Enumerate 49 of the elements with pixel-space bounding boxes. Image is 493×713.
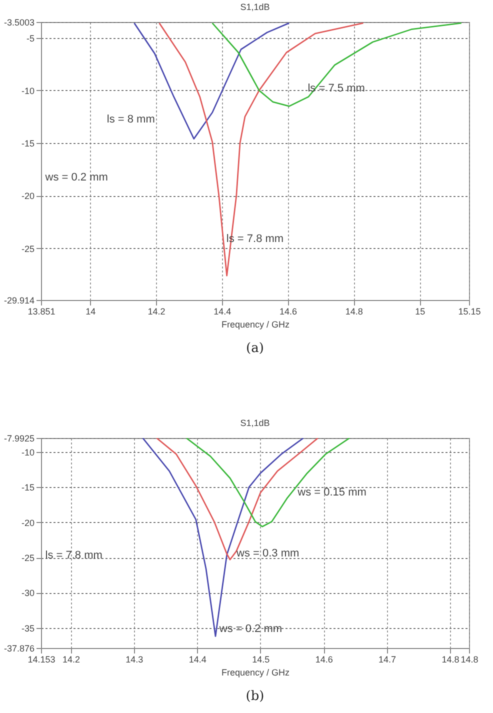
- y-tick-label: -25: [21, 553, 34, 564]
- y-tick-label: -30: [21, 588, 34, 598]
- y-tick-label: -7.9925: [4, 434, 34, 444]
- line-series: [212, 22, 462, 107]
- x-tick-label: 14.8: [442, 654, 460, 664]
- x-tick-label: 15: [415, 306, 426, 316]
- x-tick-label: 14.6: [280, 306, 298, 316]
- annotation: ls = 7.8 mm: [45, 550, 102, 562]
- chart-title: S1,1dB: [240, 418, 270, 428]
- line-series: [186, 438, 350, 528]
- x-tick-label: 14.4: [188, 654, 206, 664]
- y-tick-label: -5: [26, 33, 34, 44]
- y-tick-label: -10: [21, 448, 34, 458]
- y-tick-label: -15: [21, 138, 34, 149]
- x-tick-label: 14: [86, 306, 96, 316]
- x-tick-label: 14.3: [126, 654, 144, 664]
- chart-title: S1,1dB: [240, 2, 270, 12]
- x-tick-label: 14.4: [214, 306, 232, 316]
- x-tick-label: 14.6: [315, 654, 333, 664]
- y-tick-label: -25: [21, 244, 34, 254]
- annotation: ws = 0.2 mm: [218, 623, 282, 636]
- x-tick-label: 15.15: [458, 306, 481, 316]
- x-tick-label: 14.8: [345, 306, 363, 316]
- text: (b): [246, 689, 264, 704]
- line-series: [156, 438, 319, 560]
- x-tick-label: 14.7: [378, 654, 396, 664]
- x-axis-title: Frequency / GHz: [221, 320, 290, 330]
- text: (a): [246, 341, 264, 356]
- x-tick-label: 14.2: [62, 654, 80, 664]
- line-series: [158, 22, 364, 276]
- x-axis-title: Frequency / GHz: [221, 668, 290, 678]
- x-tick-label: 13.851: [28, 306, 56, 316]
- y-tick-label: -3.5003: [4, 18, 34, 28]
- annotation: ws = 0.3 mm: [236, 548, 300, 560]
- annotation: ws = 0.2 mm: [44, 172, 108, 184]
- annotation: ls = 8 mm: [106, 113, 155, 126]
- y-tick-label: -10: [21, 86, 34, 96]
- y-tick-label: -29.914: [4, 296, 34, 306]
- x-tick-label: 14.8: [460, 654, 478, 664]
- y-tick-label: -35: [21, 623, 34, 634]
- y-tick-label: -15: [21, 482, 34, 493]
- y-tick-label: -37.876: [4, 644, 34, 654]
- line-series: [134, 22, 290, 140]
- x-tick-label: 14.2: [148, 306, 166, 316]
- annotation: ws = 0.15 mm: [296, 486, 366, 499]
- y-tick-label: -20: [21, 518, 34, 528]
- y-tick-label: -20: [21, 191, 34, 202]
- x-tick-label: 14.5: [252, 654, 270, 664]
- x-tick-label: 14.153: [28, 654, 56, 664]
